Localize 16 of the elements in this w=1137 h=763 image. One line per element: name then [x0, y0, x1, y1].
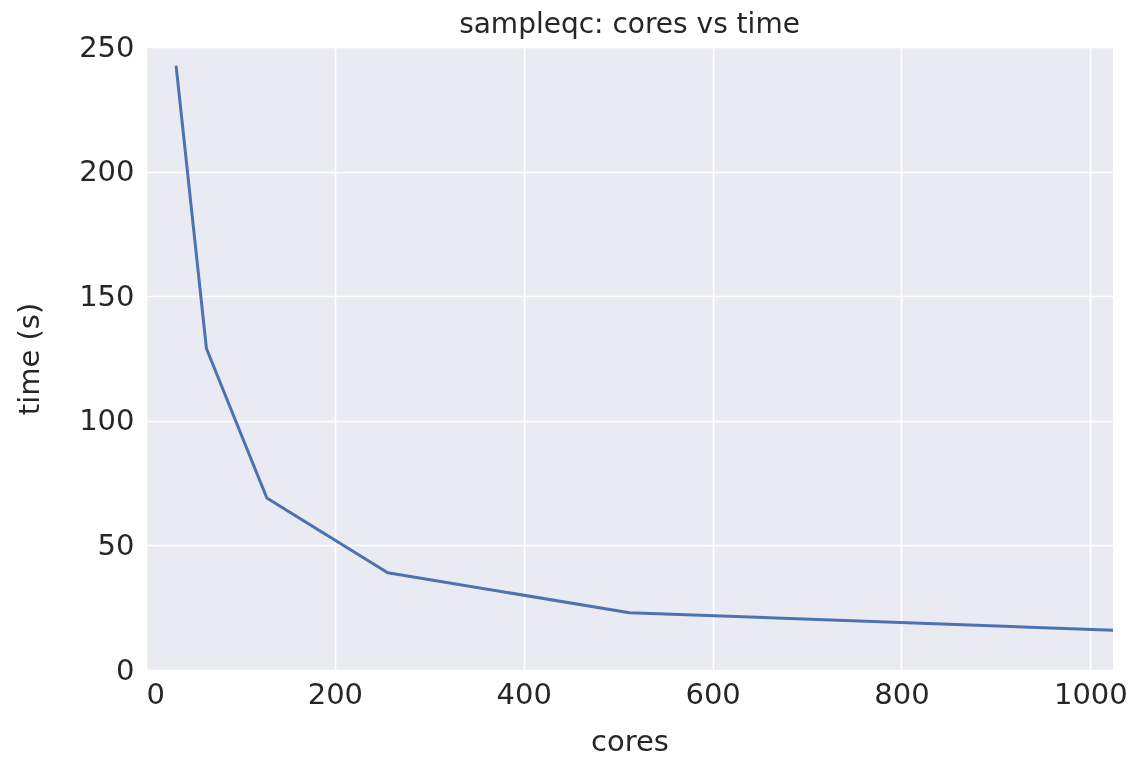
x-tick-label: 200	[307, 676, 364, 711]
y-tick-label: 0	[116, 652, 135, 687]
chart-title: sampleqc: cores vs time	[459, 7, 800, 40]
y-tick-label: 150	[79, 278, 135, 313]
x-tick-label: 1000	[1053, 676, 1128, 711]
x-tick-label: 600	[685, 676, 741, 711]
line-series	[174, 65, 1113, 632]
y-tick-label: 200	[79, 154, 135, 189]
x-tick-label: 0	[146, 676, 165, 711]
y-tick-label: 100	[79, 403, 135, 438]
y-axis-title: time (s)	[12, 302, 47, 416]
x-tick-label: 400	[496, 676, 552, 711]
y-tick-label: 50	[97, 527, 135, 562]
x-axis-title: cores	[591, 723, 669, 758]
y-tick-label: 250	[79, 29, 135, 64]
x-tick-label: 800	[874, 676, 930, 711]
